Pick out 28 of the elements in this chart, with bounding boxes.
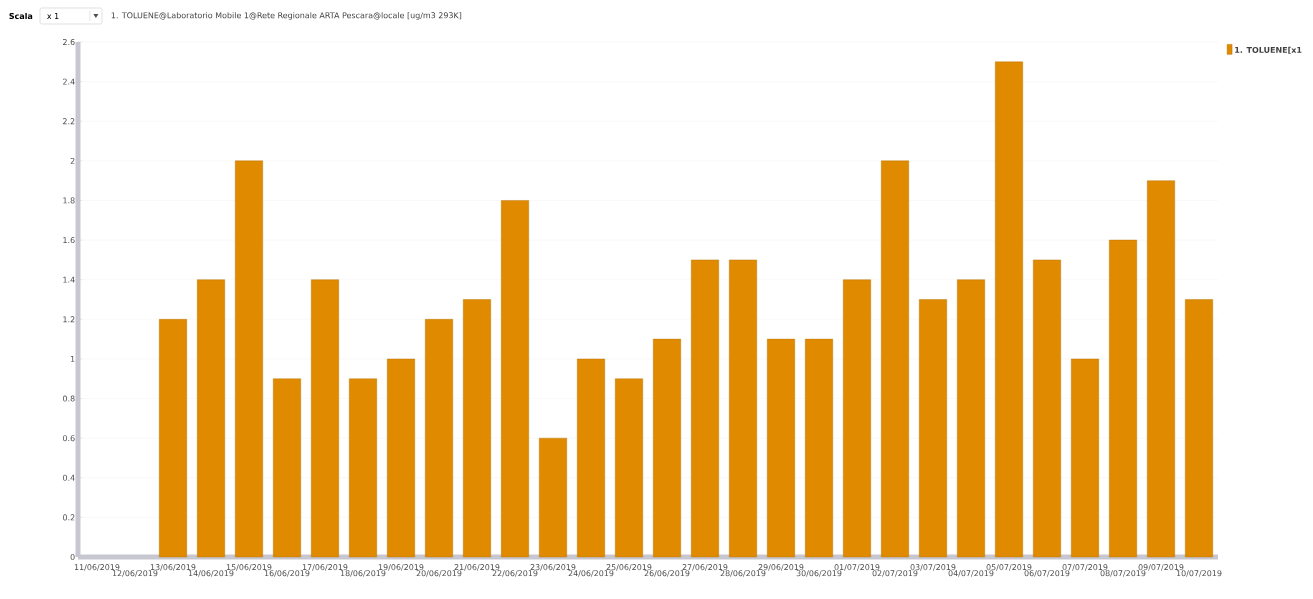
bar: [653, 338, 681, 558]
bar: [159, 319, 187, 558]
bar: [691, 259, 719, 558]
bar: [349, 378, 377, 558]
bar: [539, 437, 567, 558]
bar: [501, 200, 529, 558]
bar: [235, 160, 263, 558]
bar: [311, 279, 339, 558]
bar: [957, 279, 985, 558]
bar: [1185, 299, 1213, 558]
bar: [919, 299, 947, 558]
bar: [197, 279, 225, 558]
bar: [881, 160, 909, 558]
bar: [995, 61, 1023, 558]
bar: [577, 358, 605, 558]
bar: [425, 319, 453, 558]
bar: [729, 259, 757, 558]
bar: [767, 338, 795, 558]
bar: [805, 338, 833, 558]
bar: [1109, 239, 1137, 558]
bar: [1147, 180, 1175, 558]
bar: [1033, 259, 1061, 558]
bar: [615, 378, 643, 558]
bar: [273, 378, 301, 558]
bar: [387, 358, 415, 558]
bar: [463, 299, 491, 558]
bar: [1071, 358, 1099, 558]
bar: [843, 279, 871, 558]
